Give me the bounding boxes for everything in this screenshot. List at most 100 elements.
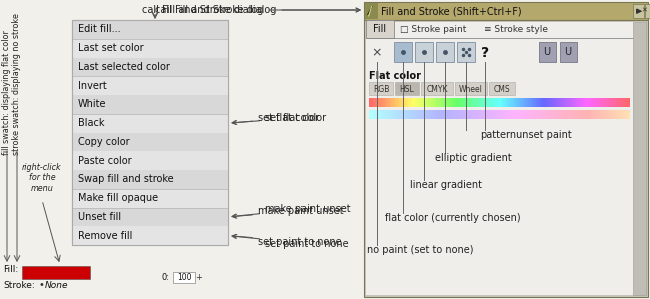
Bar — [437, 98, 439, 107]
Bar — [413, 110, 415, 119]
Bar — [540, 110, 541, 119]
Bar — [606, 98, 608, 107]
Bar — [420, 98, 422, 107]
Text: set flat color: set flat color — [232, 113, 326, 124]
Bar — [508, 110, 509, 119]
Bar — [458, 98, 460, 107]
Bar — [579, 110, 581, 119]
Bar — [619, 110, 621, 119]
Bar — [400, 110, 402, 119]
Bar — [370, 110, 372, 119]
Bar — [382, 110, 384, 119]
Bar — [445, 98, 447, 107]
Bar — [72, 208, 228, 226]
Bar — [623, 110, 625, 119]
Bar — [519, 110, 521, 119]
Bar — [377, 98, 379, 107]
Bar — [411, 98, 413, 107]
Bar — [72, 20, 228, 245]
Bar — [539, 110, 540, 119]
Bar — [549, 98, 551, 107]
Bar — [566, 98, 568, 107]
Bar — [515, 110, 517, 119]
Text: make paint unset: make paint unset — [233, 206, 344, 218]
Bar — [573, 98, 575, 107]
Text: White: White — [78, 99, 107, 109]
Bar — [498, 98, 500, 107]
Bar — [419, 110, 421, 119]
Bar — [452, 110, 454, 119]
Bar — [560, 98, 562, 107]
Text: right-click
for the
menu: right-click for the menu — [22, 163, 62, 193]
Text: ✕: ✕ — [649, 8, 650, 14]
Bar — [22, 266, 90, 279]
Bar — [614, 98, 616, 107]
Bar — [436, 110, 437, 119]
Bar — [436, 42, 454, 62]
Bar — [575, 98, 577, 107]
Bar — [484, 98, 486, 107]
Bar — [500, 110, 502, 119]
Bar — [72, 76, 228, 95]
Bar — [469, 110, 471, 119]
Bar — [538, 110, 539, 119]
Bar — [528, 110, 530, 119]
Bar — [439, 98, 441, 107]
Bar — [482, 98, 484, 107]
Bar — [432, 110, 434, 119]
Bar — [72, 95, 228, 114]
Bar — [437, 110, 439, 119]
Bar — [422, 98, 424, 107]
Bar — [399, 98, 401, 107]
Bar — [570, 110, 572, 119]
Bar — [558, 98, 560, 107]
Bar — [623, 98, 625, 107]
Bar — [552, 110, 554, 119]
Bar — [377, 110, 379, 119]
Bar — [430, 110, 432, 119]
Bar — [596, 110, 598, 119]
Bar — [517, 110, 518, 119]
Bar — [417, 98, 419, 107]
Bar — [612, 110, 614, 119]
Bar — [374, 98, 376, 107]
Bar — [583, 98, 585, 107]
Bar — [446, 98, 448, 107]
Bar — [502, 98, 504, 107]
Bar — [608, 110, 610, 119]
Bar — [565, 110, 567, 119]
Bar — [558, 110, 560, 119]
Bar — [618, 110, 620, 119]
Bar — [591, 110, 593, 119]
Bar — [452, 98, 454, 107]
Bar — [396, 98, 398, 107]
Bar — [489, 98, 491, 107]
Bar — [385, 110, 387, 119]
Bar — [531, 110, 532, 119]
Text: Black: Black — [78, 118, 105, 128]
Bar — [608, 98, 610, 107]
Bar — [364, 20, 648, 297]
Bar — [481, 110, 483, 119]
Bar — [600, 98, 602, 107]
Bar — [510, 98, 512, 107]
Bar — [597, 110, 599, 119]
Bar — [606, 110, 608, 119]
Text: Last selected color: Last selected color — [78, 62, 170, 72]
Text: CMS: CMS — [494, 85, 510, 94]
Bar — [403, 110, 405, 119]
Text: linear gradient: linear gradient — [410, 180, 482, 190]
Bar — [477, 110, 479, 119]
Bar — [561, 98, 563, 107]
Bar — [72, 226, 228, 245]
Bar — [469, 98, 471, 107]
Bar — [590, 98, 592, 107]
Bar — [393, 110, 395, 119]
Bar — [489, 82, 515, 95]
Text: Fill: Fill — [374, 24, 387, 34]
Bar — [455, 82, 487, 95]
Bar — [408, 98, 410, 107]
Bar — [380, 110, 382, 119]
Bar — [465, 110, 467, 119]
Bar — [622, 98, 624, 107]
